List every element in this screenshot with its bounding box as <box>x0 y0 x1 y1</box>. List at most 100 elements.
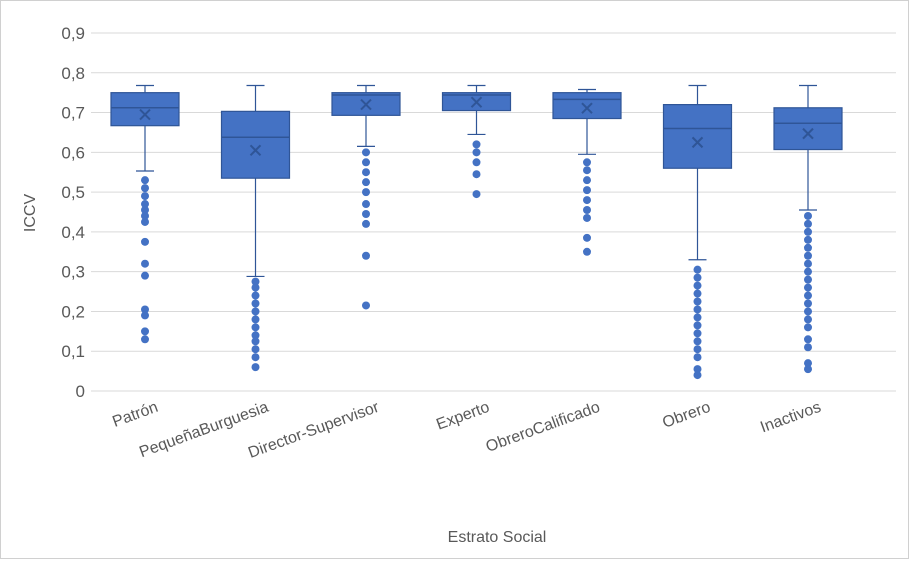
y-tick-label: 0,8 <box>61 64 85 83</box>
y-tick-label: 0 <box>76 382 85 401</box>
mean-marker <box>581 102 593 114</box>
x-tick-label: Obrero <box>660 399 713 432</box>
outlier-point <box>693 337 702 346</box>
outlier-point <box>141 192 149 201</box>
outlier-point <box>804 243 812 252</box>
outlier-point <box>693 371 702 380</box>
outlier-point <box>251 353 260 362</box>
box-iqr <box>220 110 291 179</box>
mean-marker <box>360 98 372 111</box>
outlier-point <box>141 237 149 246</box>
outlier-point <box>141 184 149 193</box>
outlier-point <box>693 297 702 306</box>
outlier-point <box>693 365 702 374</box>
x-tick-label: ObreroCalificado <box>484 399 603 456</box>
outlier-point <box>804 299 812 308</box>
outlier-point <box>693 265 702 274</box>
outlier-point <box>251 331 260 340</box>
outlier-point <box>141 176 149 185</box>
outlier-point <box>583 206 591 215</box>
x-tick-label: Patrón <box>110 399 160 431</box>
outlier-point <box>804 359 812 368</box>
outlier-point <box>472 140 481 149</box>
gridlines <box>91 32 896 392</box>
box-3 <box>331 84 401 310</box>
y-tick-label: 0,7 <box>61 104 85 123</box>
box-2 <box>220 84 291 372</box>
outlier-point <box>693 305 702 314</box>
outlier-point <box>251 323 260 332</box>
y-tick-label: 0,9 <box>61 24 85 43</box>
y-tick-label: 0,5 <box>61 183 85 202</box>
y-tick-label: 0,3 <box>61 263 85 282</box>
outlier-point <box>362 178 370 187</box>
outlier-point <box>362 188 370 197</box>
outlier-point <box>583 196 591 205</box>
outlier-point <box>804 323 812 332</box>
boxes <box>110 84 843 380</box>
box-iqr <box>110 92 180 127</box>
outlier-point <box>804 291 812 300</box>
outlier-point <box>251 307 260 316</box>
outlier-point <box>804 267 812 276</box>
outlier-point <box>693 321 702 330</box>
outlier-point <box>804 211 812 220</box>
outlier-point <box>362 251 370 260</box>
outlier-point <box>362 148 370 157</box>
outlier-point <box>804 307 812 316</box>
outlier-point <box>693 329 702 338</box>
mean-marker <box>691 136 704 149</box>
y-tick-label: 0,6 <box>61 143 85 162</box>
outlier-point <box>804 275 812 284</box>
box-1 <box>110 84 180 344</box>
outlier-point <box>693 281 702 290</box>
outlier-point <box>141 327 149 336</box>
outlier-point <box>693 273 702 282</box>
outlier-point <box>804 315 812 324</box>
outlier-point <box>251 345 260 354</box>
outlier-point <box>804 343 812 352</box>
outlier-point <box>583 158 591 167</box>
outlier-point <box>804 219 812 228</box>
box-6 <box>662 84 733 380</box>
y-tick-label: 0,1 <box>61 342 85 361</box>
y-tick-label: 0,4 <box>61 223 85 242</box>
mean-marker <box>470 96 483 108</box>
outlier-point <box>804 227 812 236</box>
outlier-point <box>141 259 149 268</box>
y-tick-labels: 0 0,1 0,2 0,3 0,4 0,5 0,6 0,7 0,8 0,9 <box>61 24 85 401</box>
outlier-point <box>141 271 149 280</box>
outlier-point <box>251 315 260 324</box>
outlier-point <box>141 200 149 209</box>
outlier-point <box>472 158 481 167</box>
outlier-point <box>362 200 370 209</box>
outlier-point <box>141 211 149 220</box>
outlier-point <box>251 363 260 372</box>
x-tick-labels: PatrónPequeñaBurguesiaDirector-Superviso… <box>110 399 823 462</box>
box-7 <box>773 84 843 374</box>
mean-marker <box>139 108 151 121</box>
outlier-point <box>804 283 812 292</box>
outlier-point <box>251 283 260 292</box>
outlier-point <box>693 345 702 354</box>
outlier-point <box>472 190 481 199</box>
outlier-point <box>141 335 149 344</box>
outlier-point <box>251 299 260 308</box>
outlier-point <box>804 235 812 244</box>
outlier-point <box>804 365 812 374</box>
outlier-point <box>804 259 812 268</box>
box-4 <box>441 84 512 199</box>
outlier-point <box>141 217 149 226</box>
outlier-point <box>804 335 812 344</box>
outlier-point <box>472 170 481 179</box>
outlier-point <box>583 176 591 185</box>
mean-marker <box>802 127 814 140</box>
y-tick-label: 0,2 <box>61 302 85 321</box>
outlier-point <box>472 148 481 157</box>
outlier-point <box>362 209 370 218</box>
x-axis-title: Estrato Social <box>448 529 547 546</box>
box-iqr <box>773 107 843 151</box>
y-axis-title: ICCV <box>22 194 39 233</box>
outlier-point <box>141 305 149 314</box>
